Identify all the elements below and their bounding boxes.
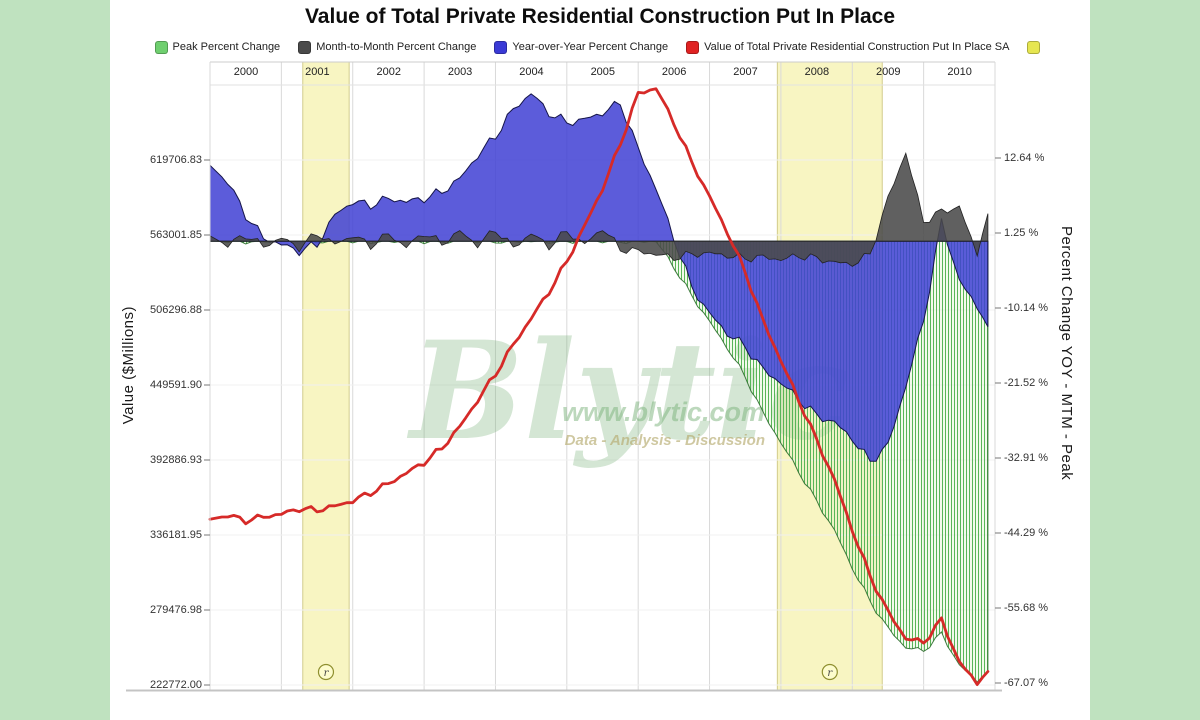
legend-item-2[interactable]: Month-to-Month Percent Change <box>298 40 477 54</box>
chart-title: Value of Total Private Residential Const… <box>304 5 896 28</box>
legend-swatch-icon <box>154 40 168 54</box>
legend-item-3[interactable]: Year-over-Year Percent Change <box>494 40 669 54</box>
watermark-tagline: Data - Analysis - Discussion <box>565 432 765 449</box>
legend-swatch-icon <box>494 40 508 54</box>
right-axis-tick-label: 1.25 % <box>1004 227 1039 239</box>
legend-label: Value of Total Private Residential Const… <box>704 41 1010 53</box>
x-axis-year-label: 2008 <box>804 66 830 78</box>
chart-legend: Peak Percent Change Month-to-Month Percen… <box>110 38 1090 56</box>
x-axis-year-label: 2010 <box>947 66 972 78</box>
x-axis-year-label: 2005 <box>590 66 616 78</box>
left-axis-tick-label: 222772.00 <box>150 679 202 691</box>
left-axis-tick-label: 449591.90 <box>150 379 202 391</box>
recession-marker-icon <box>821 663 838 681</box>
recession-marker-letter: r <box>827 668 833 679</box>
legend-item-1[interactable]: Peak Percent Change <box>154 40 281 54</box>
month-to-month-area <box>209 152 989 267</box>
x-axis-year-label: 2000 <box>233 66 259 78</box>
right-axis-tick-label: -21.52 % <box>1004 377 1049 389</box>
x-axis-year-label: 2006 <box>661 66 687 78</box>
x-axis-year-label: 2007 <box>733 66 758 78</box>
x-axis-year-label: 2002 <box>376 66 401 78</box>
right-axis-tick-label: -67.07 % <box>1004 677 1049 689</box>
recession-marker-icon <box>317 663 335 681</box>
legend-label: Month-to-Month Percent Change <box>316 41 477 53</box>
right-axis-tick-label: 12.64 % <box>1004 152 1045 164</box>
left-axis-tick-label: 619706.83 <box>150 154 202 166</box>
right-axis-title: Percent Change YOY - MTM - Peak <box>1058 226 1075 481</box>
recession-marker-letter: r <box>324 668 330 679</box>
chart-card: Value of Total Private Residential Const… <box>110 0 1090 720</box>
legend-item-5[interactable] <box>1027 40 1045 54</box>
legend-swatch-icon <box>686 40 700 54</box>
legend-swatch-icon <box>1027 40 1041 54</box>
x-axis-year-label: 2001 <box>305 66 330 78</box>
right-axis-tick-label: -55.68 % <box>1004 602 1049 614</box>
left-axis-tick-label: 506296.88 <box>150 304 202 316</box>
legend-item-4[interactable]: Value of Total Private Residential Const… <box>686 40 1010 54</box>
value-line <box>208 87 990 686</box>
watermark-url: www.blytic.com <box>562 397 765 427</box>
x-axis-year-label: 2009 <box>876 66 901 78</box>
recession-band <box>302 61 350 691</box>
left-axis-title: Value ($Millions) <box>120 306 137 425</box>
left-axis-tick-label: 279476.98 <box>150 604 202 616</box>
legend-label: Peak Percent Change <box>172 41 281 53</box>
x-axis-year-label: 2003 <box>447 66 473 78</box>
right-axis-tick-label: -10.14 % <box>1004 302 1049 314</box>
x-axis-year-label: 2004 <box>519 66 544 78</box>
left-axis-tick-label: 336181.95 <box>150 529 202 541</box>
right-axis-tick-label: -44.29 % <box>1004 527 1049 539</box>
year-over-year-area <box>209 93 989 462</box>
legend-label: Year-over-Year Percent Change <box>512 41 669 53</box>
legend-swatch-icon <box>298 40 312 54</box>
left-axis-tick-label: 392886.93 <box>150 454 202 466</box>
right-axis-tick-label: -32.91 % <box>1004 452 1049 464</box>
left-axis-tick-label: 563001.85 <box>150 229 202 241</box>
